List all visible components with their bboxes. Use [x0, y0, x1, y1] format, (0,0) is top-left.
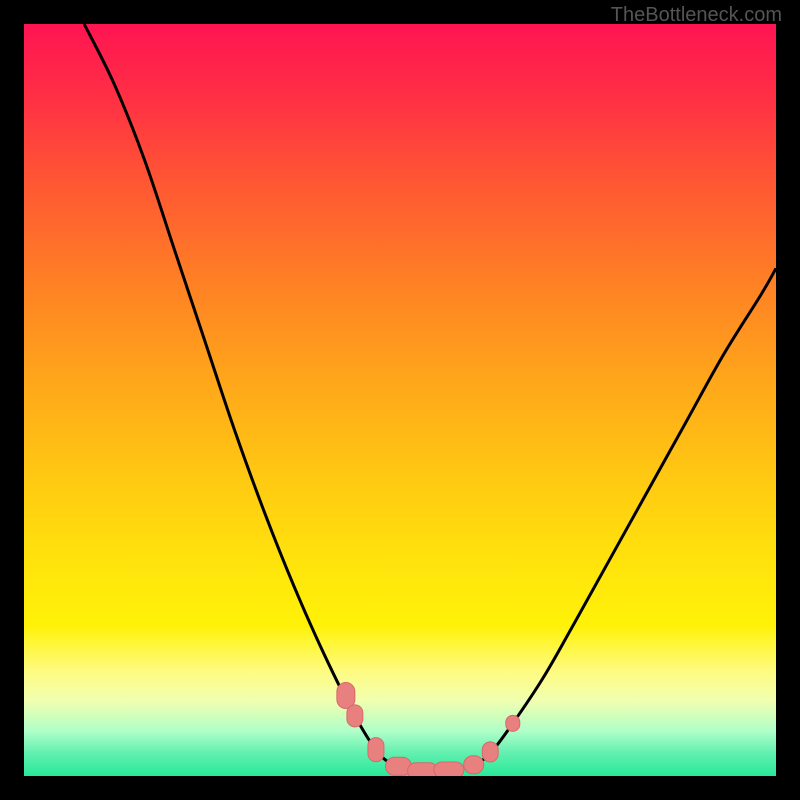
- marker-6: [464, 756, 484, 774]
- marker-8: [506, 715, 520, 731]
- marker-7: [482, 742, 498, 762]
- marker-0: [337, 683, 355, 709]
- plot-area: [24, 24, 776, 776]
- watermark-text: TheBottleneck.com: [611, 4, 782, 27]
- marker-4: [408, 763, 438, 776]
- marker-5: [434, 762, 464, 776]
- marker-2: [368, 738, 384, 762]
- marker-1: [347, 705, 363, 727]
- bottleneck-chart: [24, 24, 776, 776]
- outer-canvas: TheBottleneck.com: [0, 0, 800, 800]
